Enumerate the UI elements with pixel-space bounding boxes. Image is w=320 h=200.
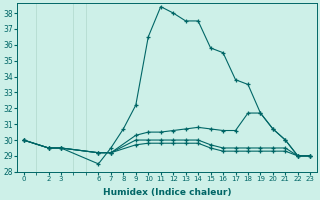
X-axis label: Humidex (Indice chaleur): Humidex (Indice chaleur) <box>103 188 231 197</box>
